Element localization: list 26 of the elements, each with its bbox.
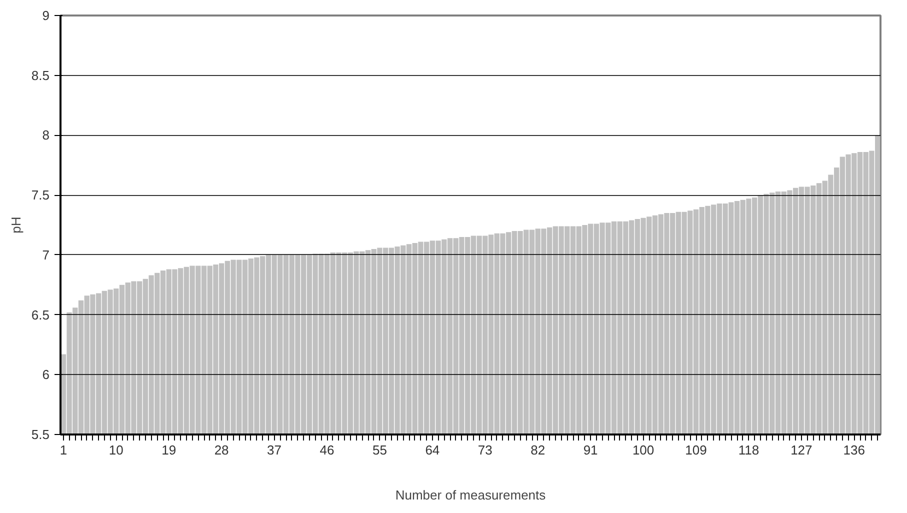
x-tick-label: 28 bbox=[214, 442, 229, 458]
x-tick-label: 118 bbox=[738, 442, 760, 458]
y-tick-label: 8.5 bbox=[31, 68, 50, 83]
y-tick-label: 8 bbox=[42, 128, 50, 143]
x-tick-label: 91 bbox=[583, 442, 598, 458]
y-tick-label: 6 bbox=[42, 367, 50, 382]
x-tick-label: 1 bbox=[60, 442, 68, 458]
y-tick-label: 7.5 bbox=[31, 188, 50, 203]
y-tick-label: 9 bbox=[42, 8, 50, 23]
x-tick-label: 82 bbox=[530, 442, 546, 458]
x-tick-label: 100 bbox=[632, 442, 654, 458]
x-tick-label: 10 bbox=[108, 442, 124, 458]
y-axis-title: pH bbox=[8, 216, 24, 234]
x-tick-label: 73 bbox=[478, 442, 492, 458]
x-tick-label: 64 bbox=[425, 442, 440, 458]
y-tick-label: 5.5 bbox=[31, 427, 50, 442]
y-tick-label: 6.5 bbox=[31, 307, 50, 322]
x-tick-label: 136 bbox=[843, 442, 865, 458]
x-tick-label: 127 bbox=[790, 442, 812, 458]
x-tick-label: 55 bbox=[372, 442, 387, 458]
y-tick-label: 7 bbox=[42, 247, 50, 262]
x-tick-label: 109 bbox=[685, 442, 707, 458]
x-axis-title: Number of measurements bbox=[395, 488, 546, 502]
x-tick-label: 37 bbox=[267, 442, 282, 458]
x-tick-label: 19 bbox=[162, 442, 176, 458]
x-tick-label: 46 bbox=[320, 442, 334, 458]
